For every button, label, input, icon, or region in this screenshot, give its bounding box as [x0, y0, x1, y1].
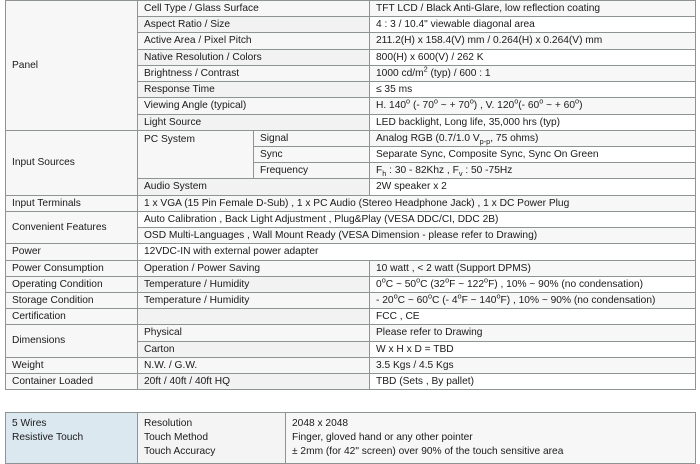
table-row: Light Source LED backlight, Long life, 3… [6, 113, 697, 131]
category-input-terminals: Input Terminals [5, 194, 138, 212]
table-row: Audio System 2W speaker x 2 [6, 178, 697, 196]
category-container-loaded: Container Loaded [5, 373, 138, 391]
table-row: Storage Condition Temperature / Humidity… [5, 291, 697, 310]
sub-label-physical: Physical [136, 324, 371, 342]
table-row: Carton W x H x D = TBD [6, 340, 697, 358]
table-row: Sync Separate Sync, Composite Sync, Sync… [6, 145, 697, 164]
sub-label-sync: Sync [252, 145, 371, 164]
sub-label-active-area: Active Area / Pixel Pitch [136, 32, 371, 50]
category-power: Power [5, 243, 138, 261]
table-row: 5 Wires Resistive Touch Resolution Touch… [5, 412, 696, 464]
value-power-consumption: 10 watt , < 2 watt (Support DPMS) [369, 259, 697, 277]
value-input-terminals: 1 x VGA (15 Pin Female D-Sub) , 1 x PC A… [136, 194, 697, 212]
table-row: Convenient Features Auto Calibration , B… [5, 210, 697, 245]
category-panel: Panel [5, 0, 138, 131]
category-power-consumption: Power Consumption [5, 259, 138, 277]
table-row: Container Loaded 20ft / 40ft / 40ft HQ T… [5, 373, 697, 391]
sub-label-carton: Carton [136, 340, 371, 358]
value-audio-system: 2W speaker x 2 [369, 178, 697, 196]
value-signal: Analog RGB (0.7/1.0 Vp-p, 75 ohms) [369, 129, 697, 147]
value-sync: Separate Sync, Composite Sync, Sync On G… [369, 145, 697, 164]
sub-label-response-time: Response Time [136, 81, 371, 99]
sub-label-frequency: Frequency [252, 162, 371, 180]
sub-label-brightness: Brightness / Contrast [136, 64, 371, 83]
table-row: Certification FCC , CE [5, 308, 697, 326]
sub-label-audio-system: Audio System [136, 178, 371, 196]
value-aspect-ratio: 4 : 3 / 10.4" viewable diagonal area [369, 16, 697, 34]
sub-label-light-source: Light Source [136, 113, 371, 131]
sub-label-pc-system: PC System [137, 129, 254, 180]
sub-label-container-sizes: 20ft / 40ft / 40ft HQ [136, 373, 371, 391]
touch-value-resolution: 2048 x 2048 [292, 418, 349, 430]
category-input-sources: Input Sources [5, 129, 138, 196]
table-row: Power 12VDC-IN with external power adapt… [5, 243, 697, 261]
value-active-area: 211.2(H) x 158.4(V) mm / 0.264(H) x 0.26… [369, 32, 697, 50]
touch-label-column: Resolution Touch Method Touch Accuracy [137, 412, 286, 464]
table-row: Viewing Angle (typical) H. 140o (- 70o ~… [6, 97, 697, 115]
sub-label-viewing-angle: Viewing Angle (typical) [136, 97, 371, 115]
category-line-1: 5 Wires [12, 418, 47, 430]
value-brightness: 1000 cd/m2 (typ) / 600 : 1 [369, 64, 697, 83]
sub-label-certification [136, 308, 371, 326]
value-certification: FCC , CE [369, 308, 697, 326]
value-storage-condition: - 20oC ~ 60oC (- 4oF ~ 140oF) , 10% ~ 90… [369, 291, 697, 310]
touch-specification-table: 5 Wires Resistive Touch Resolution Touch… [5, 412, 696, 464]
category-storage-condition: Storage Condition [5, 291, 138, 310]
sub-label-aspect-ratio: Aspect Ratio / Size [136, 16, 371, 34]
table-row: Dimensions Physical Please refer to Draw… [5, 324, 697, 358]
sub-label-operating-temp-humidity: Temperature / Humidity [136, 275, 371, 293]
value-power: 12VDC-IN with external power adapter [136, 243, 697, 261]
category-resistive-touch: 5 Wires Resistive Touch [5, 412, 138, 464]
table-row: Operating Condition Temperature / Humidi… [5, 275, 697, 293]
table-row: Panel Cell Type / Glass Surface TFT LCD … [5, 0, 697, 131]
value-weight: 3.5 Kgs / 4.5 Kgs [369, 356, 697, 375]
table-row: Response Time ≤ 35 ms [6, 81, 697, 99]
category-weight: Weight [5, 356, 138, 375]
value-cell-type: TFT LCD / Black Anti-Glare, low reflecti… [369, 0, 697, 18]
category-line-2: Resistive Touch [12, 432, 84, 444]
sub-label-cell-type: Cell Type / Glass Surface [136, 0, 371, 18]
touch-value-method: Finger, gloved hand or any other pointer [292, 432, 473, 444]
sub-label-nw-gw: N.W. / G.W. [136, 356, 371, 375]
table-row: Input Terminals 1 x VGA (15 Pin Female D… [5, 194, 697, 212]
value-physical: Please refer to Drawing [369, 324, 697, 342]
main-specification-table: Panel Cell Type / Glass Surface TFT LCD … [5, 0, 697, 391]
sub-label-operation-power-saving: Operation / Power Saving [136, 259, 371, 277]
category-dimensions: Dimensions [5, 324, 138, 358]
table-row: Weight N.W. / G.W. 3.5 Kgs / 4.5 Kgs [5, 356, 697, 375]
table-row: Brightness / Contrast 1000 cd/m2 (typ) /… [6, 64, 697, 83]
table-row: Native Resolution / Colors 800(H) x 600(… [6, 48, 697, 66]
value-convenient-features-1: Auto Calibration , Back Light Adjustment… [136, 210, 697, 229]
value-convenient-features-2: OSD Multi-Languages , Wall Mount Ready (… [136, 227, 697, 245]
value-native-resolution: 800(H) x 600(V) / 262 K [369, 48, 697, 66]
touch-label-method: Touch Method [144, 432, 208, 444]
value-viewing-angle: H. 140o (- 70o ~ + 70o) , V. 120o(- 60o … [369, 97, 697, 115]
value-carton: W x H x D = TBD [369, 340, 697, 358]
value-response-time: ≤ 35 ms [369, 81, 697, 99]
table-gap [0, 390, 700, 412]
category-operating-condition: Operating Condition [5, 275, 138, 293]
sub-label-native-resolution: Native Resolution / Colors [136, 48, 371, 66]
category-convenient-features: Convenient Features [5, 210, 138, 245]
table-row: Aspect Ratio / Size 4 : 3 / 10.4" viewab… [6, 16, 697, 34]
table-row: Input Sources PC System Signal Analog RG… [5, 129, 697, 196]
touch-label-accuracy: Touch Accuracy [144, 446, 216, 458]
value-frequency: Fh : 30 - 82Khz , Fv : 50 -75Hz [369, 162, 697, 180]
touch-value-column: 2048 x 2048 Finger, gloved hand or any o… [285, 412, 696, 464]
sub-label-storage-temp-humidity: Temperature / Humidity [136, 291, 371, 310]
touch-value-accuracy: ± 2mm (for 42" screen) over 90% of the t… [292, 446, 564, 458]
table-row: Power Consumption Operation / Power Savi… [5, 259, 697, 277]
sub-label-signal: Signal [252, 129, 371, 147]
value-operating-condition: 0oC ~ 50oC (32oF ~ 122oF) , 10% ~ 90% (n… [369, 275, 697, 293]
touch-label-resolution: Resolution [144, 418, 193, 430]
category-certification: Certification [5, 308, 138, 326]
value-container-loaded: TBD (Sets , By pallet) [369, 373, 697, 391]
value-light-source: LED backlight, Long life, 35,000 hrs (ty… [369, 113, 697, 131]
